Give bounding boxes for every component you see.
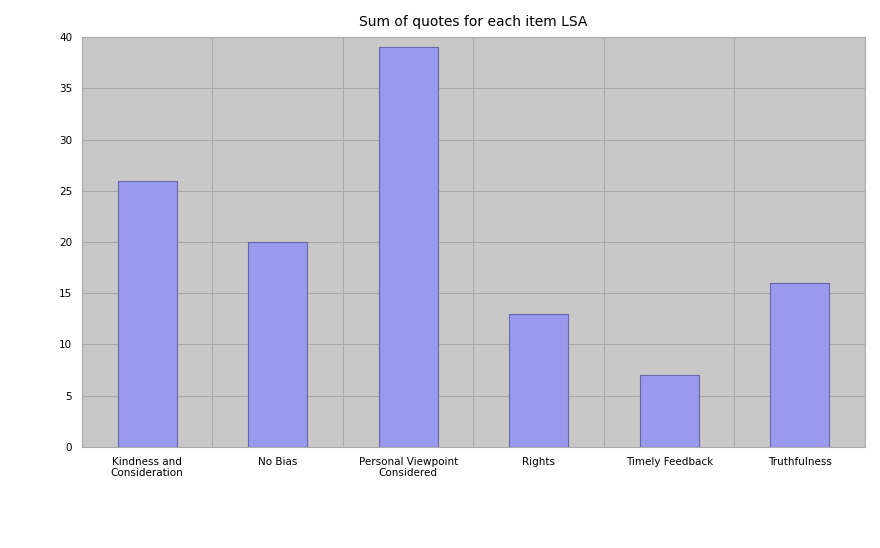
- Bar: [379, 47, 437, 447]
- Title: Sum of quotes for each item LSA: Sum of quotes for each item LSA: [359, 15, 588, 29]
- Bar: [118, 180, 177, 447]
- Bar: [248, 242, 307, 447]
- Bar: [640, 375, 699, 447]
- Bar: [510, 313, 568, 447]
- Bar: [770, 283, 829, 447]
